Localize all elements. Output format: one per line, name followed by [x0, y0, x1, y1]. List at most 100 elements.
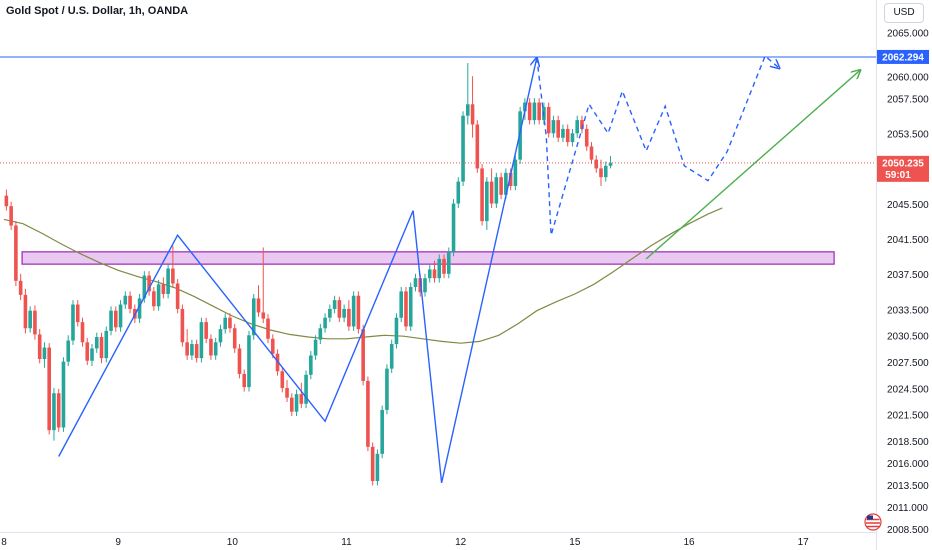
candle: [318, 323, 323, 345]
support-zone-rect: [21, 251, 835, 265]
candle: [347, 300, 351, 331]
candle: [52, 387, 56, 441]
candle: [61, 357, 66, 432]
candle-body: [90, 348, 94, 361]
y-tick-label: 2041.500: [887, 235, 929, 246]
candle: [204, 317, 208, 344]
candle-body: [180, 308, 185, 343]
candle-body: [47, 347, 51, 431]
candle: [85, 337, 90, 366]
candle: [423, 273, 427, 297]
candle-body: [328, 308, 332, 318]
y-tick-label: 2016.000: [887, 459, 929, 470]
candle-body: [565, 128, 570, 143]
candle: [14, 221, 18, 287]
candle: [185, 329, 189, 360]
candle-body: [599, 168, 603, 178]
candle-body: [413, 278, 418, 287]
candle-body: [285, 387, 289, 398]
candle: [213, 337, 218, 360]
currency-selector[interactable]: USD: [884, 3, 924, 23]
candle: [446, 247, 451, 279]
candle-body: [85, 342, 90, 361]
current-price-tag: [877, 155, 929, 182]
candle-body: [23, 294, 28, 329]
candle-body: [432, 269, 437, 279]
candle: [232, 323, 237, 353]
resistance-price-tag: [877, 49, 929, 64]
candle: [256, 285, 261, 317]
candle-body: [52, 393, 56, 431]
candles: [4, 63, 613, 486]
y-tick-label: 2024.500: [887, 384, 929, 395]
candle: [480, 164, 484, 226]
x-tick-label: 8: [1, 537, 7, 548]
candle: [385, 364, 389, 415]
current-price-label: 2050.235: [882, 158, 924, 169]
candle: [432, 260, 437, 283]
candle: [194, 339, 199, 363]
candle-body: [199, 322, 204, 359]
candle: [18, 273, 23, 301]
candle: [599, 159, 603, 186]
candle-body: [99, 337, 104, 359]
y-tick-label: 2021.500: [887, 411, 929, 422]
candle-body: [480, 168, 484, 222]
candle: [589, 142, 594, 165]
candle-body: [380, 409, 384, 454]
candle-body: [466, 104, 470, 116]
candle-body: [161, 284, 166, 295]
candle-body: [75, 304, 80, 323]
candle: [413, 273, 418, 292]
candle-body: [366, 380, 370, 447]
candle: [456, 177, 461, 208]
candle-body: [504, 172, 508, 195]
candle-body: [351, 295, 356, 327]
candle: [28, 306, 32, 333]
candle: [546, 102, 551, 138]
candle: [309, 351, 313, 380]
candle: [280, 366, 285, 393]
countdown-label: 59:01: [885, 170, 911, 181]
candle: [518, 106, 522, 165]
candle-body: [523, 102, 527, 112]
candle: [475, 120, 480, 173]
candle: [356, 291, 361, 334]
candle-body: [575, 120, 580, 134]
y-tick-label: 2053.500: [887, 130, 929, 141]
candle: [603, 161, 608, 182]
candle-body: [437, 258, 442, 279]
candle: [499, 172, 503, 200]
candle-body: [14, 225, 18, 281]
candle-body: [299, 394, 304, 404]
candle: [427, 265, 432, 283]
y-tick-label: 2033.500: [887, 305, 929, 316]
y-tick-label: 2008.500: [887, 525, 929, 536]
moving-average: [3, 207, 723, 344]
candle: [209, 334, 213, 360]
y-tick-label: 2027.500: [887, 358, 929, 369]
candle-body: [190, 344, 194, 356]
candle-body: [513, 159, 518, 186]
candle: [442, 254, 446, 279]
y-axis: 2065.0002060.0002057.5002053.5002049.500…: [887, 29, 929, 536]
candle-body: [461, 115, 465, 182]
candle-body: [313, 339, 318, 356]
candle-body: [394, 317, 399, 345]
candle: [389, 339, 394, 374]
x-tick-label: 12: [455, 537, 467, 548]
candle-body: [237, 348, 242, 374]
candle-body: [80, 322, 85, 343]
y-tick-label: 2011.000: [887, 503, 928, 514]
candle-body: [309, 355, 313, 375]
candle-body: [128, 295, 132, 309]
candle-body: [42, 347, 47, 359]
candle: [166, 264, 170, 299]
candle: [118, 300, 123, 332]
candle-body: [537, 102, 541, 121]
candle-body: [451, 203, 456, 252]
candle: [584, 124, 589, 151]
candle-body: [28, 310, 32, 329]
candle-body: [223, 317, 228, 330]
